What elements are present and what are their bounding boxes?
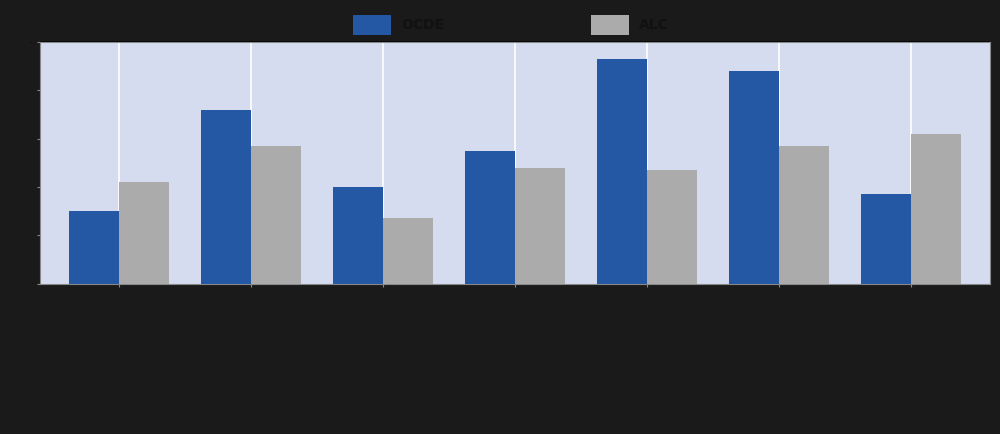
Text: OCDE: OCDE bbox=[401, 18, 444, 33]
Bar bbox=[119, 182, 169, 284]
Bar bbox=[591, 15, 629, 35]
Bar bbox=[597, 59, 647, 284]
Text: ALC: ALC bbox=[639, 18, 668, 33]
Bar bbox=[383, 218, 433, 284]
Bar bbox=[465, 151, 515, 284]
Bar bbox=[515, 168, 565, 284]
Bar bbox=[353, 15, 391, 35]
Bar bbox=[69, 211, 119, 284]
Bar bbox=[729, 71, 779, 284]
Bar bbox=[251, 146, 301, 284]
Bar bbox=[647, 170, 697, 284]
Bar bbox=[201, 110, 251, 284]
Bar bbox=[333, 187, 383, 284]
Bar bbox=[779, 146, 829, 284]
Bar bbox=[911, 134, 961, 284]
Bar bbox=[861, 194, 911, 284]
